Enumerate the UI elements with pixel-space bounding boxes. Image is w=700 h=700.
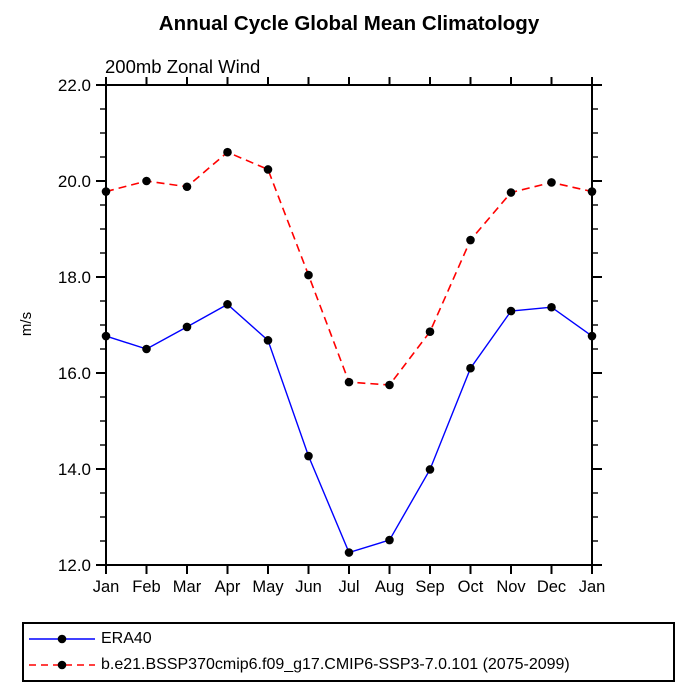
y-tick-label: 20.0 [58,172,91,191]
legend-label-model: b.e21.BSSP370cmip6.f09_g17.CMIP6-SSP3-7.… [101,656,570,673]
data-point-marker [547,178,556,187]
x-tick-label: Mar [173,578,202,596]
data-point-marker [182,182,192,192]
legend-sample-marker [57,660,67,670]
chart-title: Annual Cycle Global Mean Climatology [159,12,540,35]
data-point-marker [425,465,435,474]
data-point-marker [466,363,475,373]
data-point-marker [142,344,151,354]
plot-box [105,84,593,566]
x-tick-label: Jun [295,578,322,596]
x-tick-label: Jul [338,578,359,596]
data-point-marker [385,535,394,545]
y-tick-label: 14.0 [58,460,91,479]
legend-label-era40: ERA40 [101,630,152,647]
y-tick-label: 16.0 [58,364,91,383]
x-tick-label: Feb [132,578,160,596]
data-point-marker [385,380,394,390]
x-tick-label: Aug [375,578,404,596]
x-tick-label: Jan [93,578,120,596]
x-tick-label: Dec [537,578,566,596]
x-tick-label: Jan [579,578,606,596]
data-point-marker [223,147,232,157]
legend-sample-marker [57,634,67,644]
x-tick-label: May [252,578,284,596]
data-point-marker [304,451,313,461]
data-point-marker [223,300,232,309]
y-axis-title: m/s [18,312,35,336]
x-tick-label: Apr [215,578,241,596]
data-point-marker [101,187,111,196]
data-point-marker [182,322,192,332]
y-tick-label: 22.0 [58,76,91,95]
legend: ERA40 b.e21.BSSP370cmip6.f09_g17.CMIP6-S… [22,622,675,682]
data-point-marker [506,188,516,197]
data-point-marker [425,327,435,337]
data-point-marker [344,548,354,557]
data-point-marker [466,235,475,245]
y-tick-label: 12.0 [58,556,91,575]
x-tick-label: Sep [415,578,444,596]
chart-subtitle: 200mb Zonal Wind [105,56,260,77]
data-point-marker [506,306,516,316]
data-point-marker [587,187,597,196]
data-point-marker [263,165,273,174]
legend-line-sample-solid [29,634,95,644]
series-line-0 [105,303,593,554]
series-line-1 [105,151,593,386]
legend-item-era40: ERA40 [24,626,673,652]
y-tick-label: 18.0 [58,268,91,287]
data-point-marker [142,176,151,186]
legend-item-model: b.e21.BSSP370cmip6.f09_g17.CMIP6-SSP3-7.… [24,652,673,678]
data-point-marker [101,331,111,341]
data-point-marker [344,377,354,387]
x-tick-label: Oct [458,578,484,596]
data-point-marker [304,270,313,280]
data-point-marker [263,336,273,345]
data-point-marker [547,302,556,312]
legend-line-sample-dashed [29,660,95,670]
x-tick-label: Nov [496,578,526,596]
data-point-marker [587,331,597,341]
